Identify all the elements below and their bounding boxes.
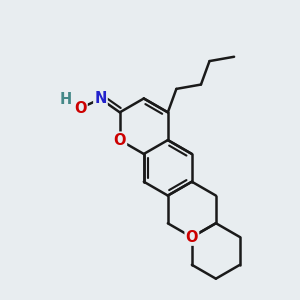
Text: N: N <box>94 91 107 106</box>
Text: O: O <box>113 133 126 148</box>
Text: H: H <box>60 92 72 107</box>
Text: O: O <box>186 230 198 245</box>
Text: O: O <box>74 101 87 116</box>
